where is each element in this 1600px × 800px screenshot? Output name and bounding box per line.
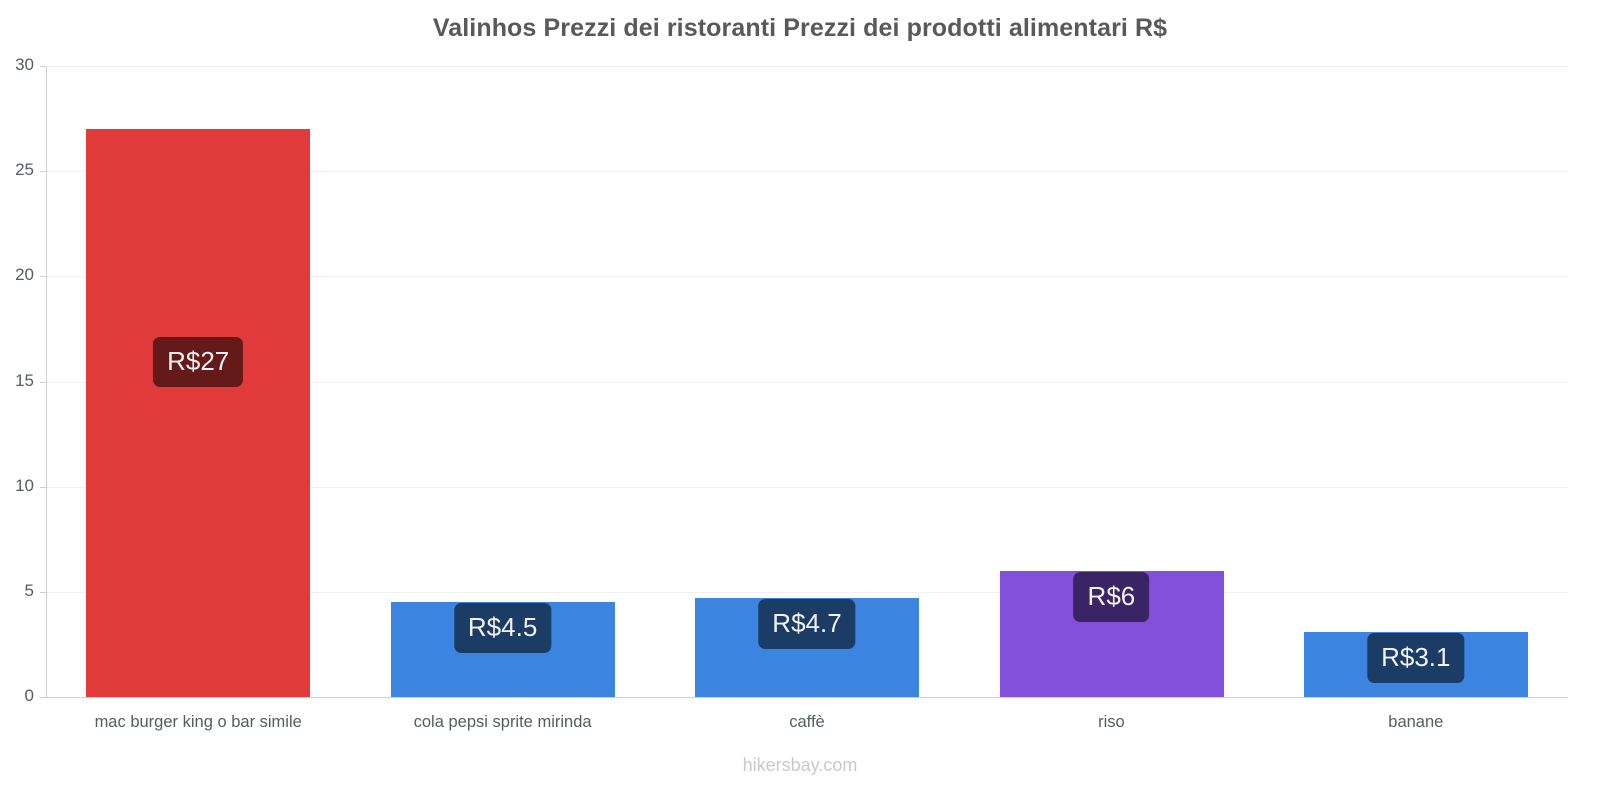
gridline: [46, 592, 1568, 593]
gridline: [46, 487, 1568, 488]
y-tick-mark: [40, 697, 47, 698]
y-axis-line: [46, 66, 47, 697]
gridline: [46, 382, 1568, 383]
gridline: [46, 66, 1568, 67]
data-label-1: R$27: [153, 337, 244, 387]
y-tick-mark: [40, 66, 47, 67]
data-label-3: R$4.7: [758, 599, 856, 649]
y-tick-mark: [40, 592, 47, 593]
x-tick-label: riso: [1098, 713, 1125, 731]
y-tick-label: 25: [15, 160, 34, 180]
footer-credit: hikersbay.com: [742, 755, 858, 775]
y-tick-mark: [40, 487, 47, 488]
y-tick-mark: [40, 276, 47, 277]
bar-1[interactable]: [86, 129, 310, 697]
y-tick-label: 0: [24, 686, 34, 705]
gridline: [46, 697, 1568, 698]
gridline: [46, 171, 1568, 172]
y-tick-mark: [40, 382, 47, 383]
y-tick-label: 30: [15, 55, 34, 74]
y-tick-label: 10: [15, 475, 34, 495]
page-title: Valinhos Prezzi dei ristoranti Prezzi de…: [432, 14, 1168, 42]
y-tick-label: 20: [15, 265, 34, 285]
data-label-2: R$4.5: [453, 603, 552, 653]
x-tick-label: mac burger king o bar simile: [94, 713, 302, 731]
data-label-5: R$3.1: [1367, 633, 1465, 683]
data-label-4: R$6: [1073, 572, 1150, 622]
y-tick-label: 5: [24, 580, 34, 600]
x-tick-label: cola pepsi sprite mirinda: [413, 713, 592, 731]
x-tick-label: caffè: [789, 713, 825, 731]
x-tick-label: banane: [1388, 713, 1444, 731]
y-tick-label: 15: [15, 370, 34, 390]
gridline: [46, 276, 1568, 277]
y-tick-mark: [40, 171, 47, 172]
